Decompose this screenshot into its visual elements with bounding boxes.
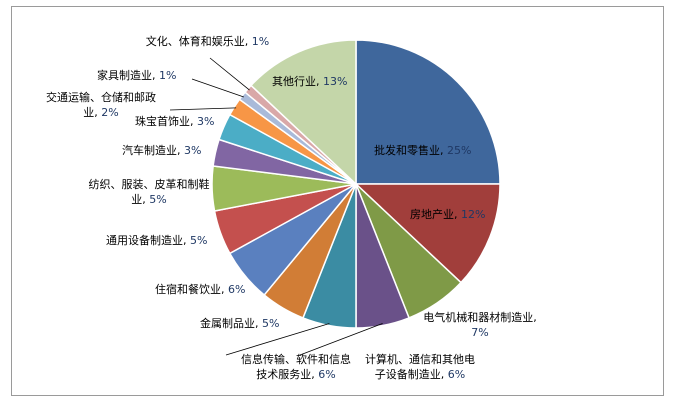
data-label-5: 金属制品业, 5% [200, 317, 280, 330]
leader-line-4 [225, 323, 330, 356]
data-label-2: 电气机械和器材制造业, 7% [423, 311, 537, 339]
leader-line-3 [299, 323, 383, 356]
data-label-9: 汽车制造业, 3% [122, 144, 202, 157]
data-label-6: 住宿和餐饮业, 6% [155, 283, 246, 296]
data-label-0: 批发和零售业, 25% [374, 144, 472, 157]
data-label-4: 信息传输、软件和信息技术服务业, 6% [241, 353, 351, 381]
data-label-10: 珠宝首饰业, 3% [135, 115, 215, 128]
data-label-1: 房地产业, 12% [410, 208, 486, 221]
data-label-14: 其他行业, 13% [272, 75, 348, 88]
data-label-12: 家具制造业, 1% [97, 69, 177, 82]
leader-line-11 [169, 107, 237, 111]
pie-slice-1 [354, 183, 501, 284]
leader-line-13 [209, 57, 250, 91]
data-label-13: 文化、体育和娱乐业, 1% [145, 35, 270, 48]
data-label-11: 交通运输、仓储和邮政业, 2% [46, 91, 156, 119]
leader-line-12 [191, 78, 244, 98]
data-label-3: 计算机、通信和其他电子设备制造业, 6% [365, 353, 475, 381]
pie-slice-14 [249, 39, 357, 186]
chart-frame [11, 6, 664, 396]
data-label-8: 纺织、服装、皮革和制鞋业, 5% [88, 178, 210, 206]
data-label-7: 通用设备制造业, 5% [106, 234, 208, 247]
pie-slice-0 [355, 39, 501, 185]
